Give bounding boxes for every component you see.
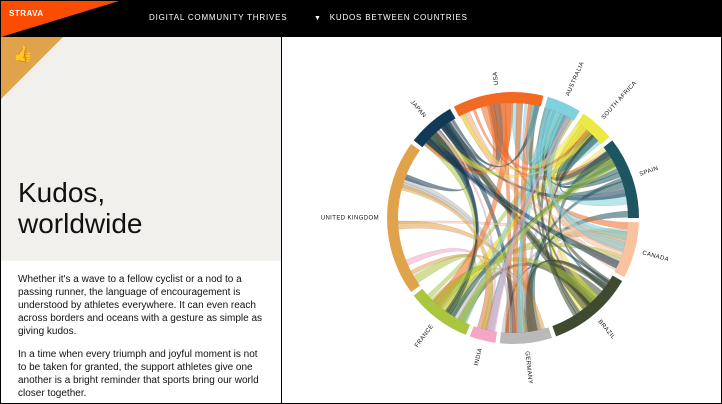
section-title: DIGITAL COMMUNITY THRIVES [149, 13, 288, 22]
paragraph-2: In a time when every triumph and joyful … [18, 349, 259, 399]
chord-diagram: USA AUSTRALIA SOUTH AFRICA SPAIN CANADA BRAZI… [282, 37, 721, 403]
country-arc-india[interactable] [469, 326, 497, 343]
chord-links [397, 102, 629, 334]
country-label: AUSTRALIA [565, 61, 586, 97]
country-arc-germany[interactable] [499, 327, 552, 345]
country-label: SOUTH AFRICA [601, 80, 638, 121]
country-arc-japan[interactable] [413, 108, 456, 148]
country-label: BRAZIL [596, 319, 616, 341]
country-label: USA [493, 71, 501, 85]
country-label: GERMANY [523, 351, 532, 385]
chord-link [526, 104, 562, 164]
triangle-down-icon: ▼ [314, 15, 322, 22]
country-arc-usa[interactable] [453, 92, 544, 117]
country-arc-brazil[interactable] [552, 275, 623, 337]
kudos-panel-header[interactable]: ▼ KUDOS BETWEEN COUNTRIES [314, 13, 468, 22]
page-title: Kudos, worldwide [18, 177, 143, 239]
country-arc-spain[interactable] [603, 140, 639, 218]
country-label: SPAIN [639, 166, 659, 178]
hero-panel: 👍 Kudos, worldwide [1, 37, 281, 261]
country-label: UNITED KINGDOM [321, 216, 379, 222]
country-arc-canada[interactable] [614, 222, 639, 278]
paragraph-1: Whether it's a wave to a fellow cyclist … [18, 274, 263, 337]
country-label: CANADA [642, 250, 670, 263]
brand-label: STRAVA [9, 9, 44, 18]
body-text: Whether it's a wave to a fellow cyclist … [18, 273, 268, 403]
column-divider [281, 1, 282, 403]
country-label: INDIA [474, 347, 484, 366]
thumbs-up-icon: 👍 [13, 46, 33, 63]
title-line-2: worldwide [18, 208, 143, 239]
country-label: FRANCE [414, 324, 435, 349]
chord-link [425, 137, 620, 269]
chord-svg: USA AUSTRALIA SOUTH AFRICA SPAIN CANADA BRAZI… [321, 61, 670, 385]
strava-logo[interactable] [1, 1, 119, 37]
country-arc-france[interactable] [413, 288, 470, 335]
country-arc-united-kingdom[interactable] [387, 143, 420, 293]
country-arc-australia[interactable] [544, 96, 580, 121]
country-arc-south-africa[interactable] [577, 113, 610, 145]
kudos-panel-title: KUDOS BETWEEN COUNTRIES [329, 13, 468, 22]
country-label: JAPAN [409, 100, 427, 120]
chord-link [431, 131, 479, 314]
title-line-1: Kudos, [18, 177, 106, 208]
top-bar: STRAVA DIGITAL COMMUNITY THRIVES ▼ KUDOS … [1, 1, 721, 37]
